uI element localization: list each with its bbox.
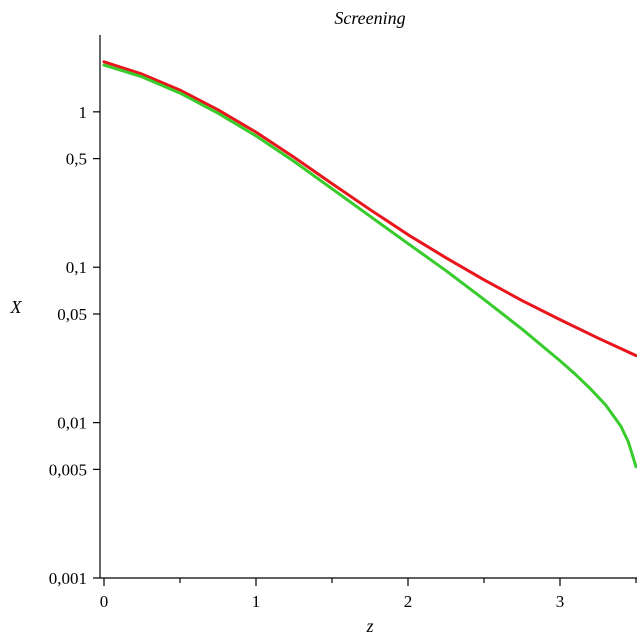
y-tick-label: 0,001	[49, 569, 87, 588]
x-tick-label: 1	[252, 592, 261, 611]
x-tick-label: 0	[100, 592, 109, 611]
series-line-2	[102, 63, 637, 469]
y-axis-label: X	[10, 297, 23, 317]
x-tick-label: 3	[556, 592, 565, 611]
y-tick-label: 0,005	[49, 460, 87, 479]
y-tick-label: 1	[79, 103, 88, 122]
x-axis-label: z	[365, 616, 373, 636]
y-tick-label: 0,1	[66, 258, 87, 277]
y-tick-label: 0,05	[57, 305, 87, 324]
chart-marks: 0 1 2 3 0,001 0,005 0,01 0,05 0,1 0,5 1	[49, 60, 637, 611]
x-tick-label: 2	[404, 592, 413, 611]
chart-title: Screening	[334, 8, 405, 28]
y-tick-label: 0,5	[66, 150, 87, 169]
y-tick-label: 0,01	[57, 414, 87, 433]
series-line-1	[102, 60, 637, 358]
